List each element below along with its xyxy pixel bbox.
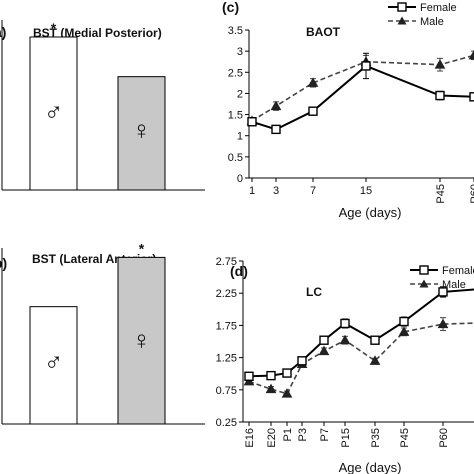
panel-d-point-female (282, 368, 292, 378)
panel-d-point-female (438, 287, 448, 297)
panel-d-point-female (370, 335, 380, 345)
panel-c-x-tick-label: 1 (249, 185, 255, 197)
panel-b-bar-male (29, 306, 78, 425)
panel-d-point-female (297, 356, 307, 366)
panel-c-x-tick-label: 3 (273, 185, 279, 197)
panel-b-label: b) (0, 255, 7, 271)
panel-d-x-tick-label: E20 (266, 428, 278, 448)
panel-b-bars: ♂ ♀ * (29, 240, 166, 425)
panel-d-y-tick-label: 2.75 (216, 256, 237, 268)
panel-c-point-male (434, 59, 446, 69)
panel-d-y-tick-label: 2.25 (216, 288, 237, 300)
panel-a-label: a) (0, 24, 6, 40)
panel-b-bar-female (117, 256, 166, 425)
panel-b-significance-star: * (139, 240, 145, 256)
panel-c-legend-label-female: Female (420, 2, 457, 14)
panel-d-x-tick-label: P1 (282, 428, 294, 441)
panel-c-y-tick-label: 2.5 (228, 67, 243, 79)
panel-c-point-male (270, 100, 282, 111)
panel-c-x-tick-label: 15 (360, 185, 372, 197)
panel-d-y-tick-label: 1.25 (216, 353, 237, 365)
panel-a-female-symbol: ♀ (132, 115, 152, 145)
panel-d-legend-label-male: Male (442, 279, 466, 291)
panel-c-legend-marker-male (397, 16, 407, 25)
panel-d-point-female (319, 335, 329, 345)
panel-d-point-male (281, 388, 293, 398)
panel-d-legend-label-female: Female (442, 265, 474, 277)
panel-c-legend-label-male: Male (420, 16, 444, 28)
panel-d-x-tick-label: P35 (370, 428, 382, 448)
panel-c-x-tick-label: P60 (469, 184, 474, 204)
panel-d-y-tick-label: 0.25 (216, 417, 237, 429)
panel-d-point-female (399, 316, 409, 327)
panel-c-title: BAOT (306, 25, 341, 39)
panel-b-female-symbol: ♀ (132, 325, 152, 355)
panel-c-legend-marker-female (397, 2, 407, 12)
panel-d-point-male (318, 345, 330, 356)
panel-c-point-male (468, 49, 474, 60)
panel-a-bars: ♂ * ♀ (29, 20, 166, 191)
panel-d-x-tick-label: P15 (340, 428, 352, 448)
panel-d-point-male (369, 355, 381, 365)
panel-d-xlabel: Age (days) (339, 460, 402, 474)
panel-c-y-tick-label: 3.5 (228, 25, 243, 37)
panel-d-y-tick-label: 0.75 (216, 385, 237, 397)
panel-b: b) BST (Lateral Anterior) ♂♀* (0, 240, 205, 425)
panel-b-male-symbol: ♂ (44, 347, 64, 377)
panel-d-point-male (398, 326, 410, 336)
panel-d-point-female (340, 318, 350, 329)
panel-c-y-tick-label: 2 (237, 88, 243, 100)
panel-d-title: LC (306, 285, 322, 299)
panel-c-y-tick-label: 3 (237, 46, 243, 58)
panel-c: (c) BAOT 0 0.5 1 1.5 2 2.5 3 3.5 1 3 7 15 P45 P60 Fema… (222, 0, 474, 220)
panel-c-point-female (361, 61, 371, 71)
panel-c-y-tick-label: 0.5 (228, 152, 243, 164)
panel-d-point-male (339, 334, 351, 345)
panel-a-bar-female (117, 76, 166, 191)
panel-d-y-tick-label: 1.75 (216, 320, 237, 332)
panel-d-x-tick-label: P7 (319, 428, 331, 441)
panel-c-plot: 0 0.5 1 1.5 2 2.5 3 3.5 1 3 7 15 P45 P60 Female Male (228, 2, 474, 204)
panel-d-point-male (437, 318, 449, 329)
panel-d-series-female-line (248, 288, 474, 378)
panel-c-xlabel: Age (days) (339, 205, 402, 220)
panel-d-legend-marker-male (419, 279, 429, 288)
panel-c-series-male-line (251, 54, 474, 122)
panel-d-x-tick-label: E16 (244, 428, 256, 448)
panel-a-significance-star: * (51, 20, 57, 36)
panel-c-label: (c) (222, 0, 239, 15)
panel-d-plot: 0.25 0.75 1.25 1.75 2.25 2.75 E16 E20 P1 P3 P7 P15 P… (216, 256, 474, 448)
panel-c-point-female (247, 117, 257, 127)
panel-a-male-symbol: ♂ (44, 97, 64, 127)
panel-d-x-tick-label: P60 (438, 428, 450, 448)
panel-d-series-male-line (248, 322, 474, 395)
panel-d-x-tick-label: P45 (399, 428, 411, 448)
panel-c-point-male (307, 77, 319, 87)
panel-c-y-tick-label: 1 (237, 131, 243, 143)
panel-d-point-male (265, 383, 277, 394)
panel-d-legend-marker-female (419, 265, 429, 275)
panel-c-x-tick-label: 7 (310, 185, 316, 197)
panel-c-x-tick-label: P45 (435, 184, 447, 204)
panel-d-point-female (266, 370, 276, 381)
panel-a-bar-male (29, 36, 78, 191)
panel-d-x-tick-label: P3 (297, 428, 309, 441)
panel-c-y-tick-label: 0 (237, 173, 243, 185)
panel-c-point-female (271, 124, 281, 135)
panel-c-point-female (469, 92, 474, 102)
panel-c-point-female (308, 106, 318, 116)
panel-c-point-female (435, 90, 445, 101)
panel-d-point-female (244, 371, 254, 381)
panel-a: a) BST (Medial Posterior) ♂*♀ (0, 20, 205, 191)
panel-c-y-tick-label: 1.5 (228, 110, 243, 122)
